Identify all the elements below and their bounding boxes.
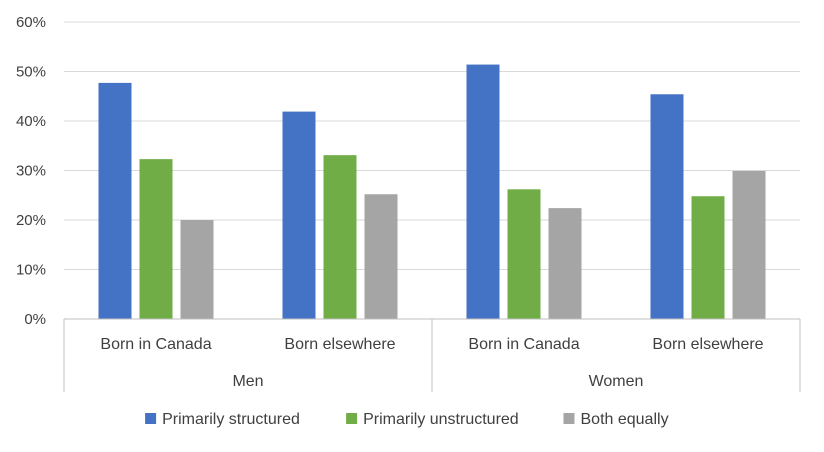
- legend-swatch: [563, 413, 575, 424]
- legend: Primarily structured Primarily unstructur…: [145, 411, 669, 428]
- bar-1-4: [650, 94, 684, 320]
- category-label: Born elsewhere: [652, 336, 763, 353]
- y-tick-label: 10%: [16, 262, 46, 279]
- bar-2-4: [691, 196, 725, 319]
- y-tick-label: 20%: [16, 212, 46, 229]
- gridlines: [64, 21, 800, 270]
- y-tick-label: 0%: [24, 311, 46, 328]
- bar-3-3: [548, 208, 582, 319]
- category-label: Born in Canada: [468, 336, 579, 353]
- x-axis: Born in Canada Born elsewhere Born in Cana…: [63, 318, 801, 392]
- y-tick-label: 50%: [16, 64, 46, 81]
- y-tick-label: 30%: [16, 163, 46, 180]
- group-label: Men: [232, 373, 263, 390]
- bar-3-2: [364, 194, 398, 319]
- category-label: Born elsewhere: [284, 336, 395, 353]
- bars: [98, 64, 766, 320]
- category-label: Born in Canada: [100, 336, 211, 353]
- bar-1-3: [466, 64, 500, 319]
- y-axis-ticks: 0% 10% 20% 30% 40% 50% 60%: [16, 14, 46, 328]
- bar-3-4: [732, 170, 766, 319]
- y-tick-label: 40%: [16, 113, 46, 130]
- bar-1-1: [98, 82, 132, 319]
- bar-3-1: [180, 220, 214, 319]
- bar-1-2: [282, 111, 316, 319]
- legend-label: Both equally: [581, 411, 669, 428]
- legend-label: Primarily structured: [162, 411, 300, 428]
- bar-2-1: [139, 159, 173, 319]
- group-label: Women: [589, 373, 644, 390]
- legend-swatch: [145, 413, 157, 424]
- bar-2-3: [507, 189, 541, 319]
- legend-swatch: [346, 413, 358, 424]
- bar-2-2: [323, 155, 357, 319]
- y-tick-label: 60%: [16, 14, 46, 31]
- legend-label: Primarily unstructured: [363, 411, 519, 428]
